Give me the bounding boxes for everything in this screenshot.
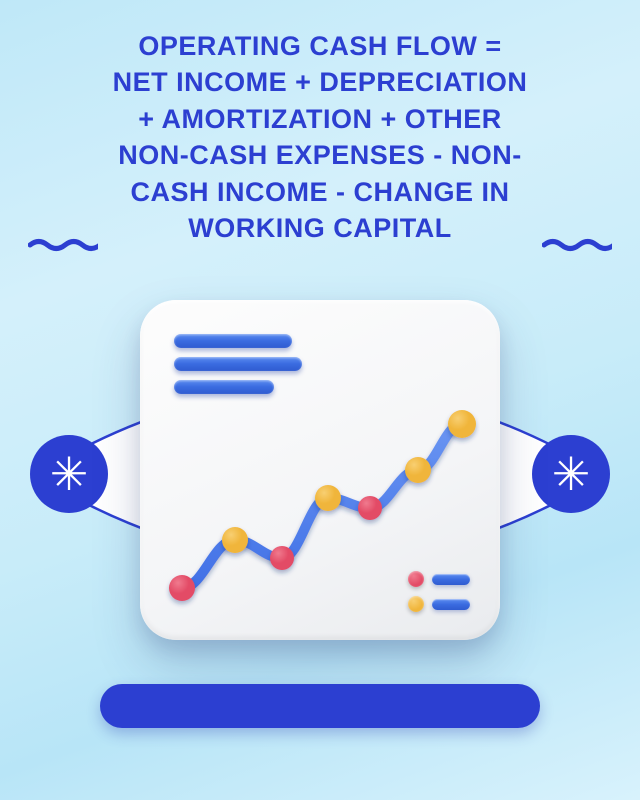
title-line: OPERATING CASH FLOW = <box>90 28 550 64</box>
legend-line <box>174 357 302 371</box>
title-line: NON-CASH EXPENSES - NON- <box>90 137 550 173</box>
legend-top <box>174 334 302 394</box>
title-line: + AMORTIZATION + OTHER <box>90 101 550 137</box>
title-line: CASH INCOME - CHANGE IN <box>90 174 550 210</box>
squiggle-left-icon <box>28 235 98 255</box>
asterisk-icon: ✳ <box>50 451 89 497</box>
chart-card <box>140 300 500 640</box>
mini-legend-row <box>408 596 470 612</box>
mini-legend <box>408 571 470 612</box>
eye-circle-left: ✳ <box>30 435 108 513</box>
legend-dash-icon <box>432 574 470 585</box>
bottom-bar <box>100 684 540 728</box>
legend-line <box>174 380 274 394</box>
legend-line <box>174 334 292 348</box>
asterisk-icon: ✳ <box>552 451 591 497</box>
mini-legend-row <box>408 571 470 587</box>
legend-dot-icon <box>408 596 424 612</box>
formula-title: OPERATING CASH FLOW = NET INCOME + DEPRE… <box>90 28 550 247</box>
eye-circle-right: ✳ <box>532 435 610 513</box>
legend-dot-icon <box>408 571 424 587</box>
title-line: NET INCOME + DEPRECIATION <box>90 64 550 100</box>
legend-dash-icon <box>432 599 470 610</box>
squiggle-row <box>0 235 640 255</box>
squiggle-right-icon <box>542 235 612 255</box>
